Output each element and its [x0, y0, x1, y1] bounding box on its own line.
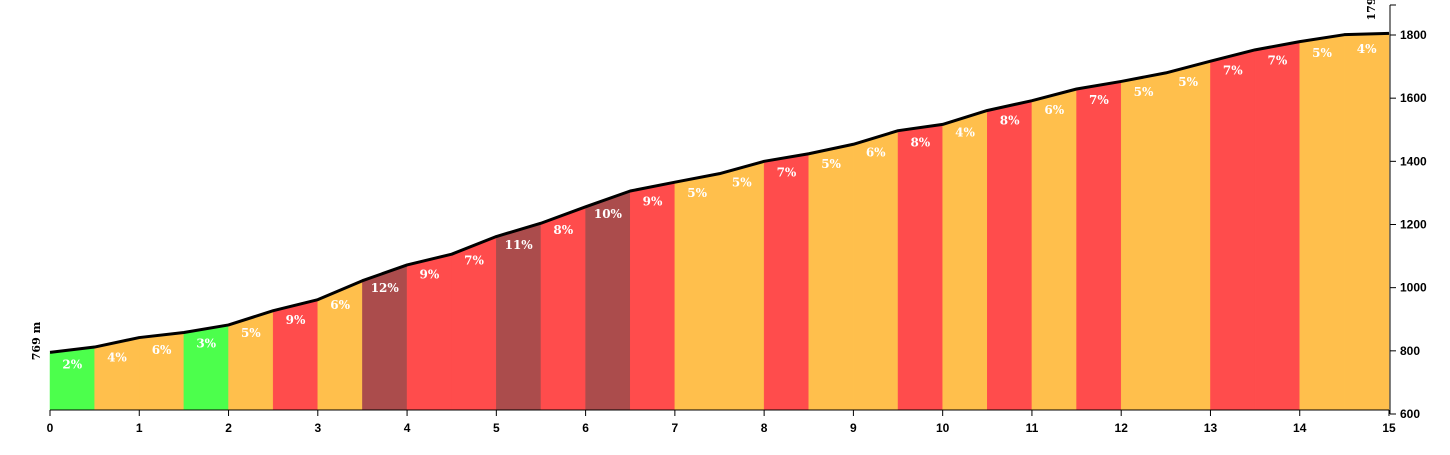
gradient-segment — [585, 190, 631, 411]
gradient-label: 5% — [1178, 75, 1198, 89]
x-tick-label: 0 — [47, 421, 54, 435]
x-tick-label: 6 — [582, 421, 589, 435]
gradient-label: 4% — [107, 350, 127, 364]
gradient-segment — [94, 337, 140, 411]
gradient-segment — [763, 153, 810, 411]
gradient-label: 7% — [1089, 93, 1109, 107]
gradient-segment — [853, 130, 899, 411]
y-tick-label: 1000 — [1400, 281, 1427, 295]
gradient-label: 6% — [330, 298, 350, 312]
gradient-segment — [1076, 81, 1122, 411]
gradient-label: 9% — [286, 313, 306, 327]
end-elevation-label: 179 — [1365, 0, 1378, 20]
y-tick-label: 1400 — [1400, 154, 1427, 168]
gradient-label: 3% — [196, 337, 216, 351]
x-axis: 0 1 2 3 4 5 6 7 8 9 10 11 12 13 14 15 — [47, 409, 1396, 435]
gradient-label: 11% — [505, 238, 534, 252]
x-tick-label: 3 — [314, 421, 321, 435]
gradient-label: 8% — [910, 136, 930, 150]
gradient-label: 4% — [1357, 42, 1377, 56]
gradient-segment — [1031, 88, 1077, 411]
gradient-label: 5% — [732, 175, 752, 189]
gradient-segment — [987, 100, 1033, 411]
profile-outline — [49, 31, 1390, 354]
x-tick-label: 11 — [1026, 421, 1039, 435]
gradient-label: 2% — [62, 358, 82, 372]
gradient-segment — [1254, 41, 1300, 411]
gradient-segment — [1210, 49, 1256, 411]
start-elevation-label: 769 m — [30, 321, 43, 360]
y-axis: 600 800 1000 1200 1400 1600 1800 — [1389, 4, 1427, 421]
gradient-label: 5% — [687, 186, 707, 200]
x-tick-label: 15 — [1382, 421, 1396, 435]
gradient-label: 6% — [866, 145, 886, 159]
gradient-label: 5% — [1134, 85, 1154, 99]
gradient-label: 8% — [1000, 114, 1020, 128]
gradient-segment — [629, 181, 676, 411]
x-tick-label: 4 — [404, 421, 411, 435]
gradient-segment — [719, 161, 765, 411]
gradient-segment — [674, 173, 720, 411]
x-tick-label: 12 — [1115, 421, 1129, 435]
y-tick-label: 1800 — [1400, 28, 1427, 42]
x-tick-label: 14 — [1293, 421, 1307, 435]
x-tick-label: 2 — [225, 421, 232, 435]
x-tick-label: 10 — [936, 421, 950, 435]
x-tick-label: 1 — [136, 421, 143, 435]
gradient-label: 4% — [955, 125, 975, 139]
gradient-labels: 2% 4% 6% 3% 5% 9% 6% 12% 9% 7% 11% 8% 10% 9% 5% 5% 7% 5% 6… — [62, 42, 1377, 372]
x-tick-label: 9 — [850, 421, 857, 435]
gradient-segment — [942, 110, 988, 411]
gradient-label: 9% — [420, 268, 440, 282]
gradient-label: 7% — [464, 253, 484, 267]
y-tick-label: 800 — [1400, 344, 1420, 358]
gradient-segment — [808, 143, 854, 411]
y-tick-label: 1200 — [1400, 218, 1427, 232]
gradient-segment — [897, 124, 943, 411]
profile-line — [49, 31, 1390, 354]
gradient-label: 10% — [594, 207, 623, 221]
x-tick-label: 8 — [761, 421, 768, 435]
y-tick-label: 600 — [1400, 407, 1420, 421]
gradient-label: 7% — [1223, 64, 1243, 78]
gradient-segment — [1344, 33, 1390, 411]
gradient-label: 6% — [152, 343, 172, 357]
gradient-segment — [540, 206, 586, 411]
gradient-label: 6% — [1044, 103, 1064, 117]
gradient-label: 5% — [241, 326, 261, 340]
gradient-label: 5% — [821, 157, 841, 171]
gradient-segments — [49, 33, 1390, 411]
gradient-segment — [1120, 72, 1167, 411]
gradient-segment — [1165, 60, 1211, 411]
x-tick-label: 5 — [493, 421, 500, 435]
gradient-label: 12% — [371, 281, 400, 295]
x-tick-label: 7 — [672, 421, 679, 435]
y-tick-label: 1600 — [1400, 91, 1427, 105]
gradient-segment — [49, 346, 95, 411]
gradient-label: 8% — [553, 223, 573, 237]
gradient-label: 7% — [1268, 54, 1288, 68]
x-tick-label: 13 — [1204, 421, 1218, 435]
gradient-label: 7% — [777, 166, 797, 180]
gradient-label: 9% — [643, 195, 663, 209]
gradient-segment — [1299, 34, 1345, 411]
gradient-label: 5% — [1312, 46, 1332, 60]
